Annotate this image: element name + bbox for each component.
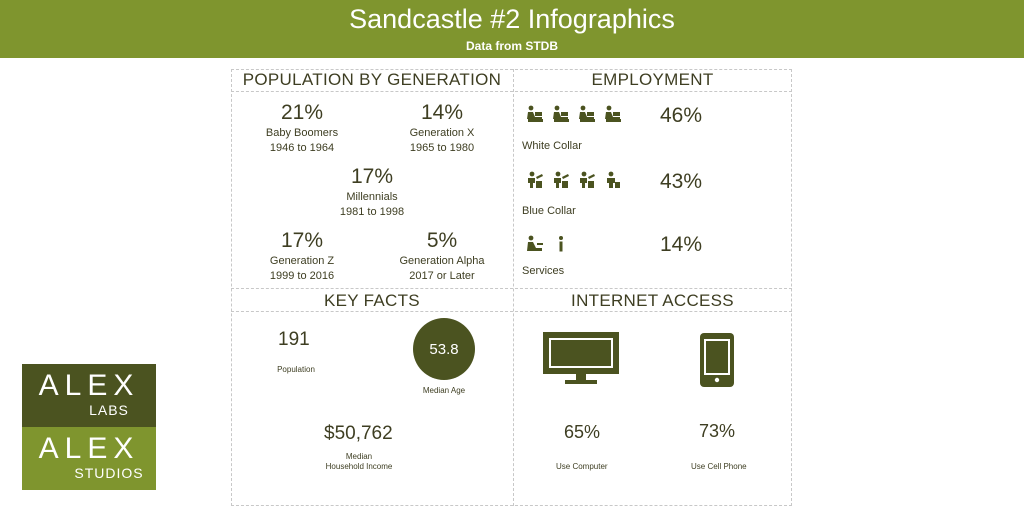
grid-divider-lower xyxy=(231,311,792,312)
income-label-line2: Household Income xyxy=(325,462,393,471)
infographic-grid xyxy=(231,69,792,506)
income-label-line1: Median xyxy=(345,452,373,461)
median-age-circle: 53.8 xyxy=(413,318,475,380)
generation-x: 14% Generation X 1965 to 1980 xyxy=(382,101,502,155)
page-subtitle: Data from STDB xyxy=(465,39,558,53)
generation-range: 1981 to 1998 xyxy=(339,206,405,218)
internet-section-title: INTERNET ACCESS xyxy=(571,291,734,310)
service-worker-icon xyxy=(559,236,563,252)
computer-pct: 65% xyxy=(564,422,601,442)
manual-worker-icon xyxy=(607,171,620,188)
white-collar-pct: 46% xyxy=(660,104,703,127)
grid-divider-vertical xyxy=(513,69,514,506)
median-age-label: Median Age xyxy=(422,386,466,395)
page-title: Sandcastle #2 Infographics xyxy=(349,4,675,34)
manual-worker-icon xyxy=(528,171,543,188)
generation-pct: 17% xyxy=(280,229,324,252)
services-icons xyxy=(526,235,570,253)
generation-baby-boomers: 21% Baby Boomers 1946 to 1964 xyxy=(242,101,362,155)
monitor-icon xyxy=(543,332,619,384)
population-label: Population xyxy=(277,365,315,374)
blue-collar-pct: 43% xyxy=(660,170,703,193)
office-worker-icon xyxy=(579,105,595,122)
logo-top-word: ALEX xyxy=(38,369,140,402)
computer-label: Use Computer xyxy=(556,462,608,471)
grid-divider-middle xyxy=(231,288,792,289)
generation-alpha: 5% Generation Alpha 2017 or Later xyxy=(382,229,502,283)
services-label: Services xyxy=(522,265,565,277)
header-banner: Sandcastle #2 Infographics Data from STD… xyxy=(0,0,1024,58)
blue-collar-icons xyxy=(526,171,622,189)
office-worker-icon xyxy=(527,105,543,122)
office-worker-icon xyxy=(605,105,621,122)
generation-range: 1965 to 1980 xyxy=(409,142,475,154)
service-worker-icon xyxy=(527,235,543,251)
grid-divider-top xyxy=(231,91,792,92)
services-pct: 14% xyxy=(660,233,703,256)
cell-phone-icon xyxy=(700,333,734,387)
phone-label: Use Cell Phone xyxy=(691,462,747,471)
population-value: 191 xyxy=(278,329,310,350)
key-facts-section-title: KEY FACTS xyxy=(324,291,420,310)
generation-name: Generation Alpha xyxy=(399,255,485,267)
logo-bottom-sub: STUDIOS xyxy=(74,465,144,481)
white-collar-label: White Collar xyxy=(522,140,582,152)
alex-labs-logo: ALEX LABS xyxy=(22,364,156,427)
manual-worker-icon xyxy=(554,171,569,188)
phone-pct: 73% xyxy=(699,421,736,441)
population-section-title: POPULATION BY GENERATION xyxy=(242,70,502,89)
income-value: $50,762 xyxy=(324,423,393,444)
generation-range: 2017 or Later xyxy=(409,270,475,282)
alex-studios-logo: ALEX STUDIOS xyxy=(22,427,156,490)
generation-pct: 21% xyxy=(280,101,324,124)
generation-z: 17% Generation Z 1999 to 2016 xyxy=(242,229,362,283)
logo-bottom-word: ALEX xyxy=(38,432,140,465)
generation-millennials: 17% Millennials 1981 to 1998 xyxy=(312,165,432,219)
employment-section-title: EMPLOYMENT xyxy=(591,70,714,89)
generation-range: 1999 to 2016 xyxy=(269,270,335,282)
generation-name: Millennials xyxy=(346,191,398,203)
generation-name: Generation Z xyxy=(269,255,335,267)
white-collar-icons xyxy=(526,105,622,123)
generation-name: Generation X xyxy=(409,127,475,139)
generation-pct: 14% xyxy=(420,101,464,124)
blue-collar-label: Blue Collar xyxy=(522,205,576,217)
alex-logo: ALEX LABS ALEX STUDIOS xyxy=(22,364,156,490)
generation-pct: 17% xyxy=(350,165,394,188)
generation-name: Baby Boomers xyxy=(265,127,339,139)
logo-top-sub: LABS xyxy=(89,402,129,418)
manual-worker-icon xyxy=(580,171,595,188)
office-worker-icon xyxy=(553,105,569,122)
median-age-value: 53.8 xyxy=(429,340,459,358)
generation-range: 1946 to 1964 xyxy=(269,142,335,154)
generation-pct: 5% xyxy=(426,229,458,252)
